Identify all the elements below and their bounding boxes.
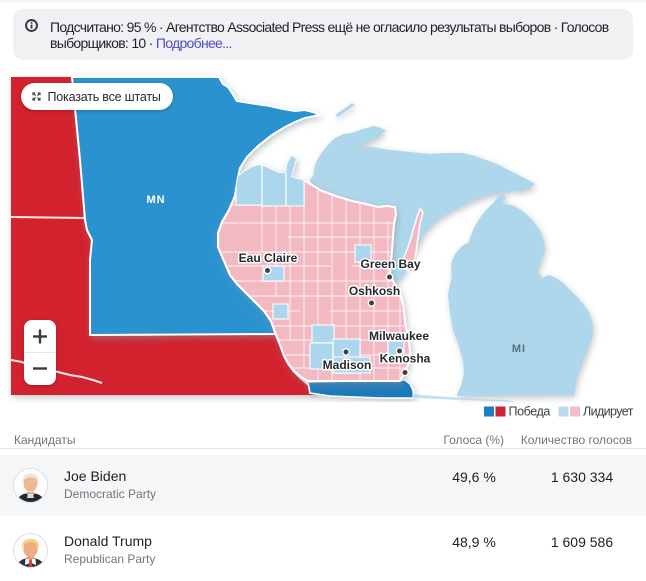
svg-text:MI: MI <box>512 343 526 355</box>
svg-text:MN: MN <box>146 194 165 206</box>
svg-text:Победа: Победа <box>509 405 551 419</box>
svg-text:Green Bay: Green Bay <box>360 257 420 271</box>
svg-text:Kenosha: Kenosha <box>380 352 431 366</box>
svg-text:Madison: Madison <box>323 358 372 372</box>
svg-text:Milwaukee: Milwaukee <box>369 329 429 343</box>
svg-text:Oshkosh: Oshkosh <box>349 284 400 298</box>
svg-text:Лидирует: Лидирует <box>583 405 634 419</box>
svg-text:Eau Claire: Eau Claire <box>239 251 298 265</box>
